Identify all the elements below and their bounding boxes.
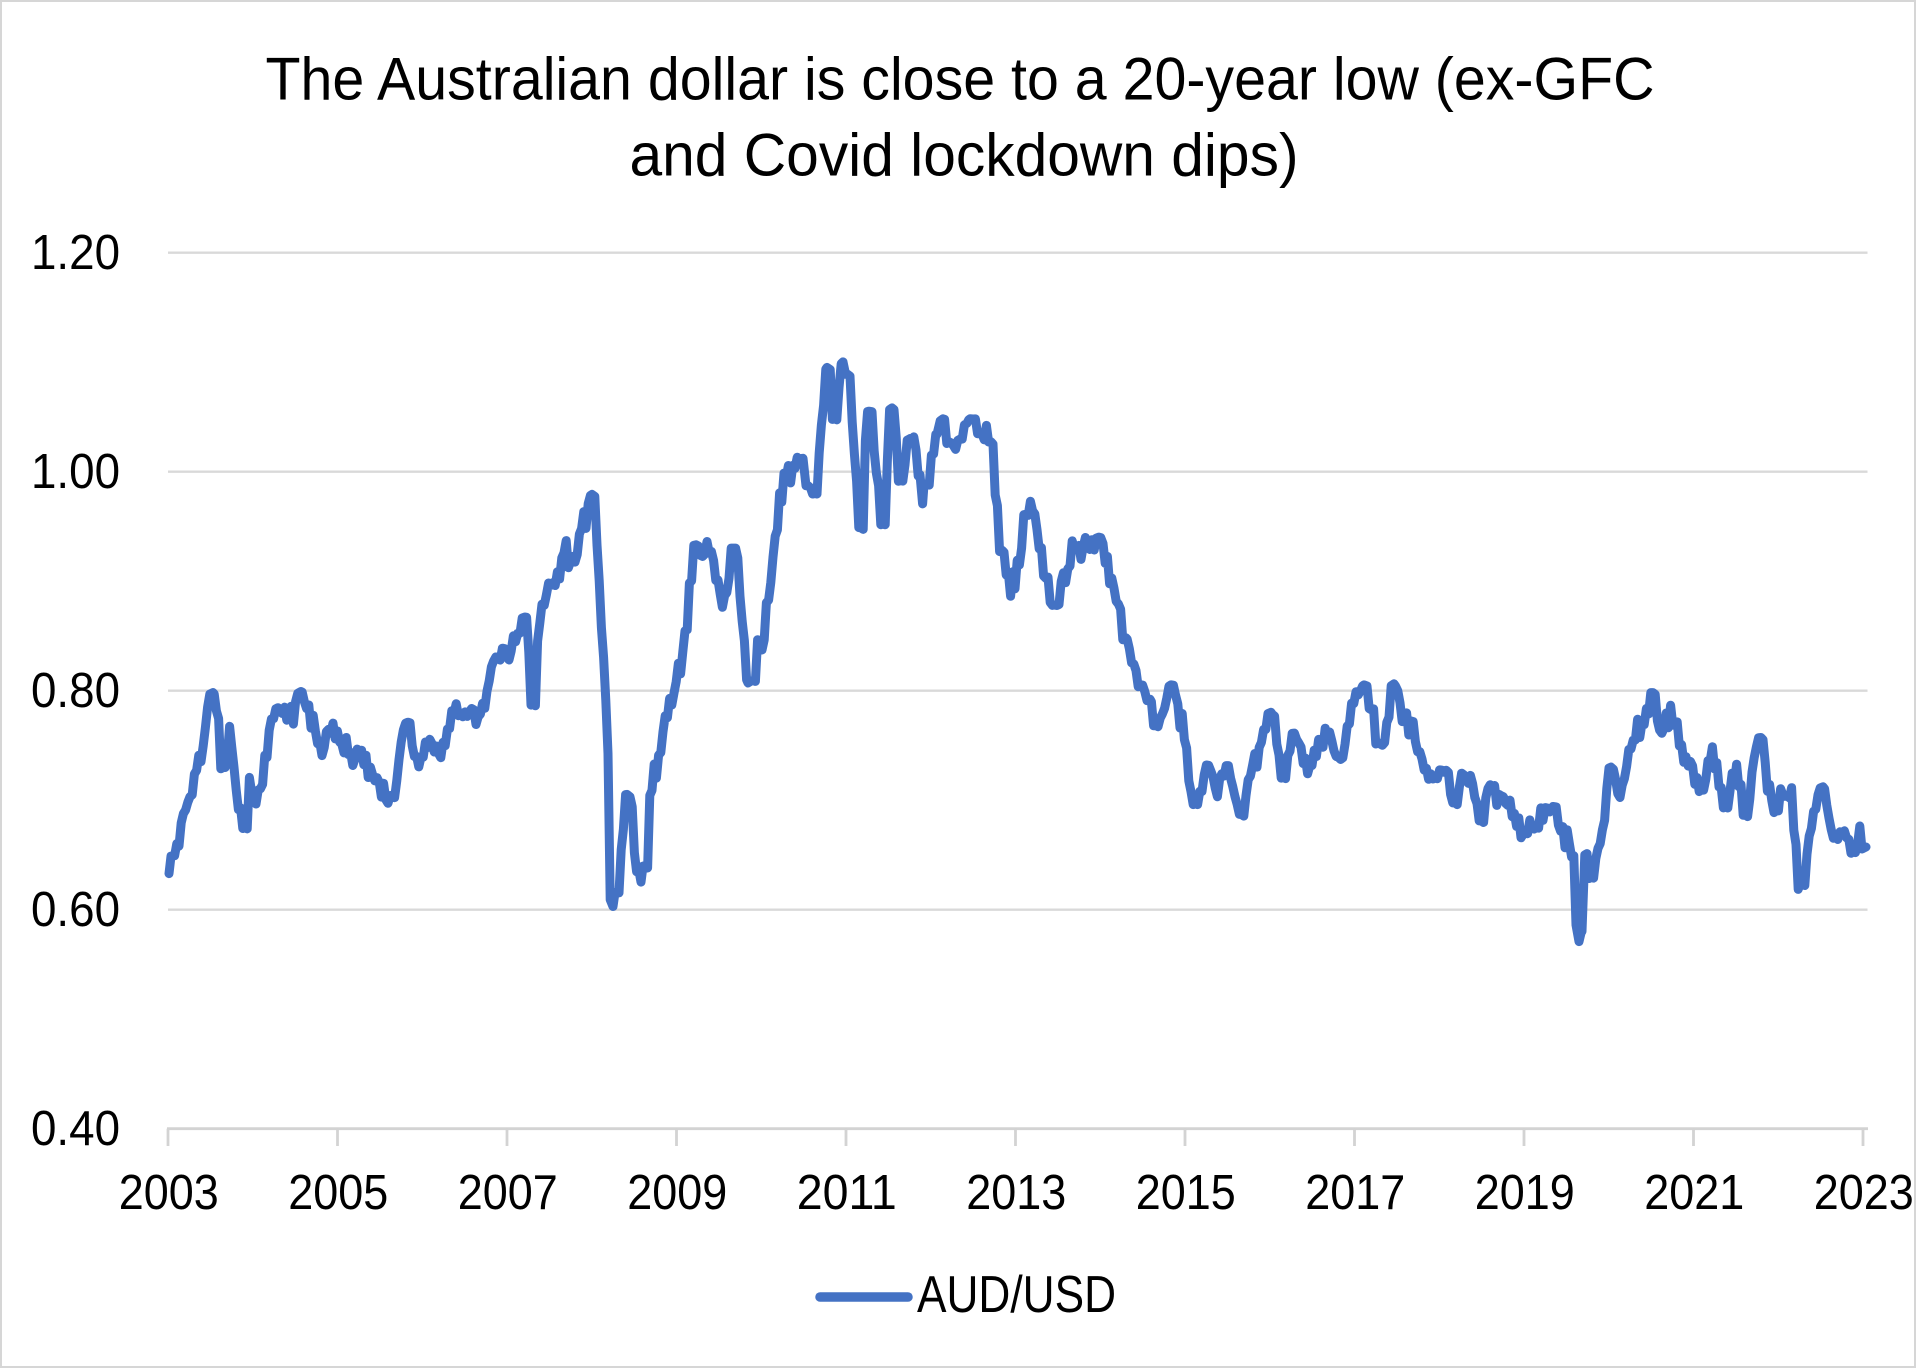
svg-text:1.20: 1.20 xyxy=(31,225,120,280)
svg-text:2017: 2017 xyxy=(1305,1165,1405,1220)
svg-text:0.80: 0.80 xyxy=(31,663,120,718)
svg-text:2015: 2015 xyxy=(1136,1165,1236,1220)
svg-text:1.00: 1.00 xyxy=(31,444,120,499)
svg-text:2009: 2009 xyxy=(627,1165,727,1220)
svg-text:The Australian dollar is close: The Australian dollar is close to a 20-y… xyxy=(266,45,1655,113)
svg-text:2005: 2005 xyxy=(288,1165,388,1220)
svg-text:0.60: 0.60 xyxy=(31,882,120,937)
svg-text:2003: 2003 xyxy=(119,1165,219,1220)
svg-text:2011: 2011 xyxy=(797,1165,897,1220)
svg-text:2023: 2023 xyxy=(1814,1165,1914,1220)
svg-text:2021: 2021 xyxy=(1644,1165,1744,1220)
svg-text:2019: 2019 xyxy=(1475,1165,1575,1220)
svg-text:and Covid lockdown dips): and Covid lockdown dips) xyxy=(630,120,1299,188)
svg-text:AUD/USD: AUD/USD xyxy=(917,1265,1116,1323)
svg-text:0.40: 0.40 xyxy=(31,1101,120,1156)
svg-text:2007: 2007 xyxy=(458,1165,558,1220)
svg-text:2013: 2013 xyxy=(966,1165,1066,1220)
